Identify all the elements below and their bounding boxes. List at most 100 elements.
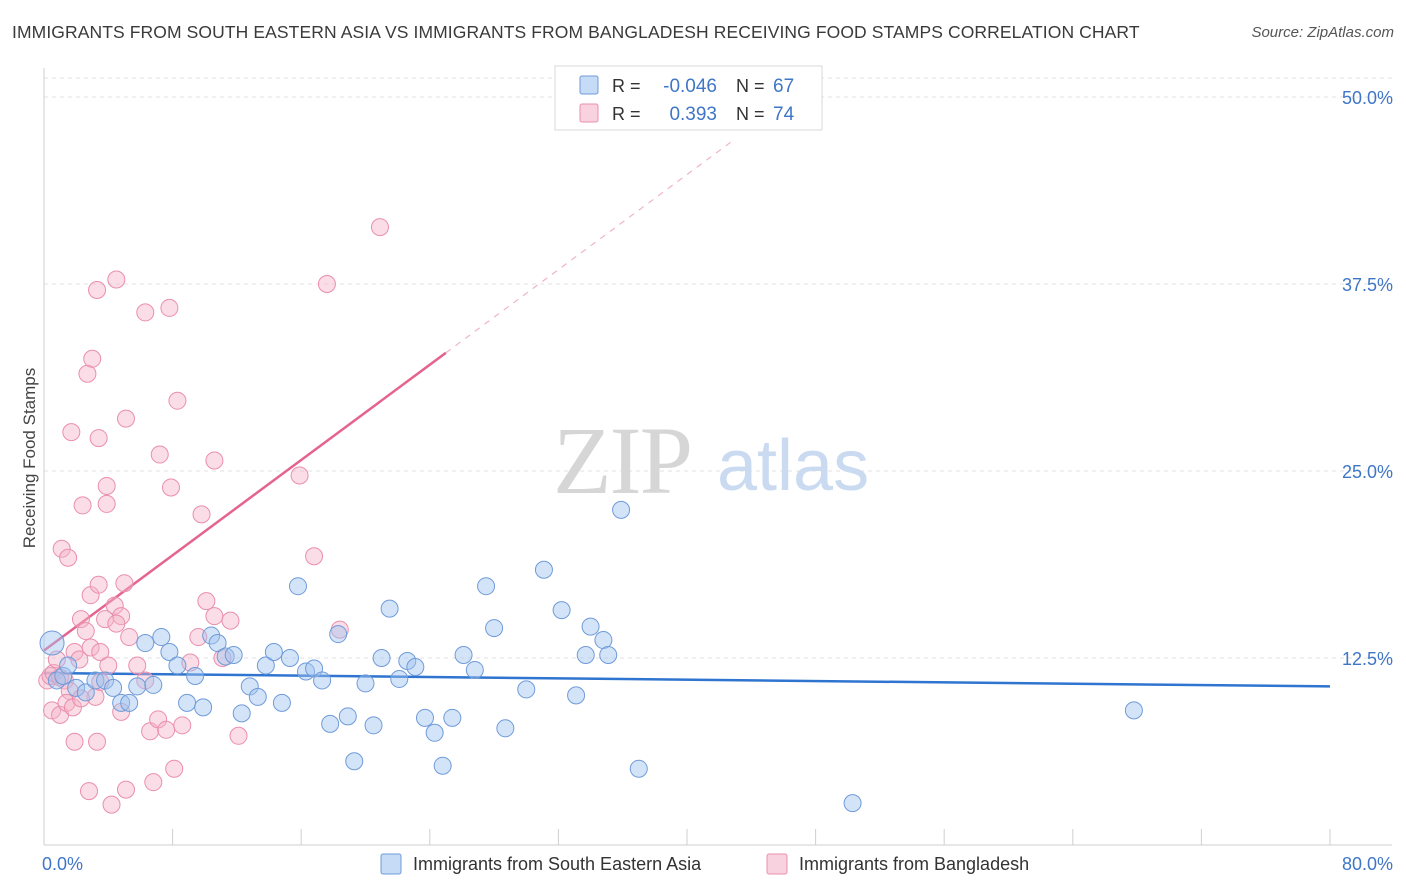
scatter-point-south-eastern-asia (465, 660, 484, 679)
scatter-point-bangladesh (65, 732, 84, 751)
scatter-point-south-eastern-asia (629, 759, 648, 778)
legend-n-label: N = (736, 76, 765, 96)
y-tick-labels: 12.5% 25.0% 37.5% 50.0% (1342, 88, 1393, 669)
scatter-point-bangladesh (370, 218, 389, 237)
scatter-point-south-eastern-asia (202, 626, 221, 645)
trend-line-south-eastern-asia (43, 671, 1331, 688)
scatter-point-south-eastern-asia (433, 756, 452, 775)
x-tick-label: 80.0% (1342, 854, 1393, 874)
scatter-point-south-eastern-asia (380, 599, 399, 618)
scatter-point-bangladesh (102, 795, 121, 814)
series-legend: Immigrants from South Eastern Asia Immig… (380, 853, 1029, 875)
scatter-point-bangladesh (89, 575, 108, 594)
scatter-point-bangladesh (41, 666, 60, 685)
scatter-point-bangladesh (70, 650, 89, 669)
scatter-point-bangladesh (59, 548, 78, 567)
scatter-point-south-eastern-asia (128, 677, 147, 696)
chart-title: IMMIGRANTS FROM SOUTH EASTERN ASIA VS IM… (12, 22, 1140, 42)
scatter-point-bangladesh (144, 773, 163, 792)
scatter-point-south-eastern-asia (338, 707, 357, 726)
scatter-point-south-eastern-asia (186, 666, 205, 685)
scatter-point-bangladesh (81, 638, 100, 657)
scatter-point-south-eastern-asia (1124, 701, 1143, 720)
legend-n-value: 74 (773, 104, 795, 125)
scatter-point-south-eastern-asia (194, 698, 213, 717)
y-tick-label: 50.0% (1342, 88, 1393, 108)
scatter-point-south-eastern-asia (272, 693, 291, 712)
scatter-point-south-eastern-asia (612, 500, 631, 519)
scatter-point-south-eastern-asia (496, 719, 515, 738)
scatter-point-bangladesh (160, 298, 179, 317)
scatter-point-south-eastern-asia (594, 631, 613, 650)
scatter-point-bangladesh (290, 466, 309, 485)
scatter-point-south-eastern-asia (288, 577, 307, 596)
scatter-point-bangladesh (229, 726, 248, 745)
scatter-point-south-eastern-asia (599, 646, 618, 665)
scatter-point-bangladesh (116, 780, 135, 799)
scatter-point-south-eastern-asia (39, 630, 65, 656)
watermark-atlas: atlas (717, 426, 869, 506)
scatter-point-bangladesh (161, 478, 180, 497)
watermark-zip: ZIP (553, 407, 691, 514)
legend-swatch-pink (579, 103, 599, 123)
scatter-point-south-eastern-asia (104, 678, 123, 697)
scatter-point-bangladesh (91, 643, 110, 662)
scatter-point-bangladesh (150, 445, 169, 464)
scatter-point-south-eastern-asia (313, 671, 332, 690)
scatter-point-south-eastern-asia (581, 617, 600, 636)
series-legend-label-pink: Immigrants from Bangladesh (799, 854, 1029, 874)
scatter-point-bangladesh (71, 610, 90, 629)
scatter-point-south-eastern-asia (264, 643, 283, 662)
bangladesh-points (38, 218, 389, 814)
scatter-point-bangladesh (78, 364, 97, 383)
scatter-point-south-eastern-asia (67, 678, 86, 697)
scatter-point-south-eastern-asia (232, 704, 251, 723)
scatter-point-bangladesh (107, 270, 126, 289)
scatter-point-bangladesh (305, 547, 324, 566)
scatter-point-south-eastern-asia (160, 643, 179, 662)
legend-r-label: R = (612, 76, 641, 96)
legend-r-label: R = (612, 104, 641, 124)
scatter-point-south-eastern-asia (47, 671, 66, 690)
scatter-point-bangladesh (115, 574, 134, 593)
scatter-point-south-eastern-asia (144, 675, 163, 694)
y-tick-label: 25.0% (1342, 462, 1393, 482)
correlation-legend: R = -0.046 N = 67 R = 0.393 N = 74 (554, 65, 823, 131)
trend-lines (43, 138, 1331, 688)
scatter-point-bangladesh (71, 689, 90, 708)
series-legend-label-blue: Immigrants from South Eastern Asia (413, 854, 702, 874)
legend-n-value: 67 (773, 76, 794, 97)
scatter-point-bangladesh (205, 607, 224, 626)
scatter-point-south-eastern-asia (59, 656, 78, 675)
scatter-point-south-eastern-asia (372, 649, 391, 667)
scatter-point-bangladesh (76, 622, 95, 641)
y-tick-label: 37.5% (1342, 275, 1393, 295)
scatter-point-south-eastern-asia (567, 686, 586, 705)
scatter-point-bangladesh (88, 732, 107, 751)
scatter-point-bangladesh (97, 476, 116, 495)
scatter-point-bangladesh (168, 391, 187, 410)
watermark: ZIP atlas (553, 407, 869, 514)
scatter-point-bangladesh (165, 759, 184, 778)
scatter-point-bangladesh (80, 782, 99, 801)
legend-r-value: 0.393 (669, 104, 717, 125)
scatter-point-south-eastern-asia (321, 714, 340, 733)
scatter-point-south-eastern-asia (345, 752, 364, 771)
scatter-point-bangladesh (173, 716, 192, 735)
scatter-point-bangladesh (89, 429, 108, 448)
scatter-point-south-eastern-asia (443, 708, 462, 727)
scatter-point-south-eastern-asia (415, 708, 434, 727)
trend-line-bangladesh-extension (445, 138, 736, 354)
axes (43, 68, 1392, 846)
scatter-point-bangladesh (317, 275, 336, 293)
legend-frame (554, 65, 823, 131)
scatter-point-bangladesh (189, 628, 208, 647)
scatter-point-south-eastern-asia (364, 716, 383, 735)
legend-r-value: -0.046 (663, 76, 717, 97)
scatter-point-bangladesh (88, 280, 107, 299)
scatter-point-bangladesh (197, 592, 216, 611)
x-tick-labels: 0.0% 80.0% (42, 854, 1393, 874)
legend-n-label: N = (736, 104, 765, 124)
y-axis-label: Receiving Food Stamps (20, 368, 39, 548)
scatter-point-south-eastern-asia (329, 625, 348, 644)
